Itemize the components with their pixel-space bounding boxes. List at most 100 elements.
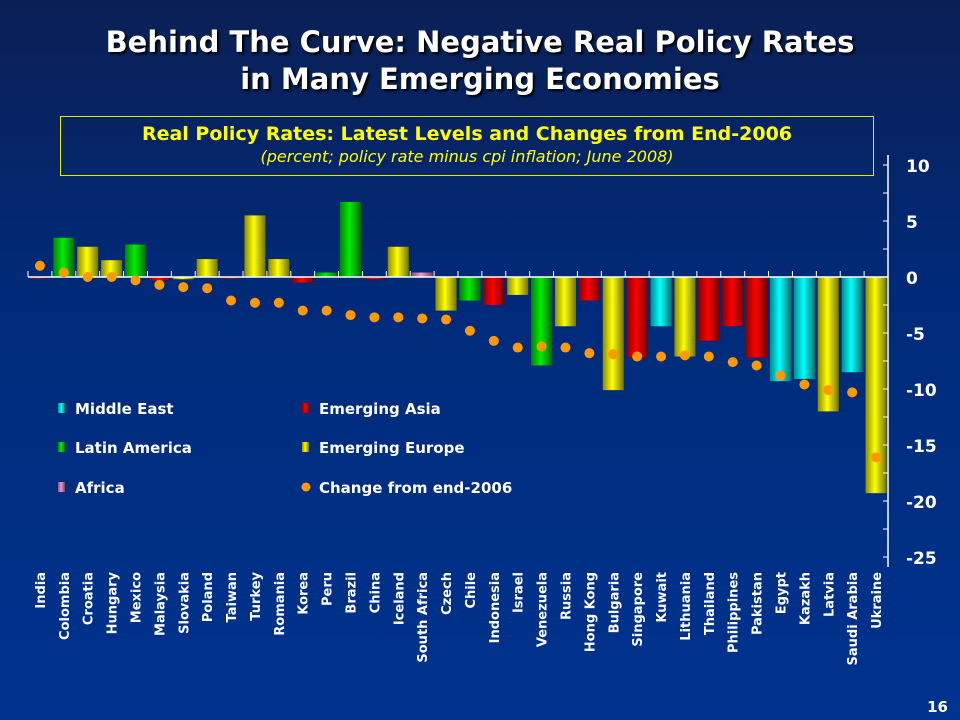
- change-dot-korea: [297, 305, 308, 316]
- change-dot-peru: [321, 305, 332, 316]
- legend-label: Emerging Asia: [319, 400, 441, 418]
- category-label: Ukraine: [870, 572, 885, 629]
- bar-ukraine: [865, 277, 887, 494]
- category-label: Pakistan: [751, 572, 766, 635]
- category-label: Venezuela: [536, 572, 551, 647]
- change-dot-czech: [441, 314, 452, 325]
- legend-label: Change from end-2006: [319, 479, 512, 497]
- bar-iceland: [387, 246, 409, 277]
- category-label: Indonesia: [488, 572, 503, 643]
- bar-bulgaria: [602, 277, 624, 391]
- change-dot-colombia: [58, 267, 69, 278]
- change-dot-pakistan: [751, 360, 762, 371]
- bar-malaysia: [148, 277, 170, 281]
- bar-hong-kong: [578, 277, 600, 301]
- change-dot-indonesia: [488, 335, 499, 346]
- y-tick-label: -5: [906, 325, 925, 345]
- bar-philippines: [722, 277, 744, 327]
- change-dot-kuwait: [656, 351, 667, 362]
- bar-kazakh: [793, 277, 815, 379]
- category-label: India: [34, 572, 49, 609]
- bar-indonesia: [483, 277, 505, 305]
- change-dot-romania: [273, 297, 284, 308]
- legend-label: Africa: [75, 479, 125, 497]
- slide-title-line1: Behind The Curve: Negative Real Policy R…: [105, 25, 855, 59]
- bar-venezuela: [531, 277, 553, 366]
- chart-title-box: Real Policy Rates: Latest Levels and Cha…: [60, 116, 874, 176]
- legend-marker: [58, 482, 65, 492]
- bar-thailand: [698, 277, 720, 341]
- category-label: Chile: [464, 572, 479, 609]
- change-dot-russia: [560, 342, 571, 353]
- category-label: Hong Kong: [583, 572, 598, 652]
- bar-turkey: [244, 215, 266, 277]
- change-dot-croatia: [82, 272, 93, 282]
- bar-colombia: [53, 237, 75, 277]
- category-label: Kuwait: [655, 572, 670, 623]
- category-label: South Africa: [416, 572, 431, 663]
- y-tick-label: -10: [906, 381, 937, 401]
- change-dot-iceland: [393, 312, 404, 323]
- change-dot-singapore: [632, 351, 643, 362]
- category-label: Malaysia: [153, 572, 168, 636]
- change-dot-slovakia: [178, 282, 189, 293]
- category-label: Korea: [297, 572, 312, 615]
- page-number: 16: [927, 698, 948, 716]
- change-dot-taiwan: [226, 295, 237, 306]
- y-tick-label: -20: [906, 493, 937, 513]
- category-label: Slovakia: [177, 572, 192, 634]
- change-dot-mexico: [130, 275, 141, 286]
- category-label: Saudi Arabia: [846, 572, 861, 665]
- bar-poland: [196, 259, 218, 277]
- change-dot-philippines: [727, 357, 738, 368]
- category-label: Croatia: [82, 572, 97, 625]
- category-label: Russia: [560, 572, 575, 620]
- category-label: Kazakh: [798, 572, 813, 625]
- y-tick-label: -25: [906, 549, 937, 569]
- bar-russia: [554, 277, 577, 327]
- bar-south-africa: [411, 272, 433, 277]
- y-tick-label: 5: [906, 213, 918, 233]
- category-label: Iceland: [392, 572, 407, 625]
- change-dot-latvia: [823, 385, 834, 396]
- change-dot-kazakh: [799, 379, 810, 390]
- y-tick-label: -15: [906, 437, 937, 457]
- category-label: Thailand: [703, 572, 718, 635]
- category-label: Bulgaria: [607, 572, 622, 633]
- category-label: Mexico: [130, 572, 145, 623]
- category-label: Hungary: [106, 571, 121, 634]
- bar-mexico: [124, 244, 147, 277]
- category-label: Taiwan: [225, 572, 240, 622]
- legend-marker: [302, 403, 309, 413]
- bar-chile: [459, 277, 481, 301]
- chart-subtitle: (percent; policy rate minus cpi inflatio…: [260, 147, 674, 166]
- category-label: Lithuania: [679, 572, 694, 641]
- change-dot-thailand: [703, 351, 714, 362]
- change-dot-hong-kong: [584, 348, 595, 359]
- change-dot-chile: [464, 325, 475, 336]
- bar-egypt: [769, 277, 792, 382]
- slide-title-line2: in Many Emerging Economies: [240, 62, 720, 96]
- legend-label: Emerging Europe: [319, 439, 465, 457]
- bar-korea: [292, 277, 314, 283]
- legend-label: Latin America: [75, 439, 192, 457]
- change-dot-israel: [512, 342, 523, 353]
- category-label: Israel: [512, 572, 527, 613]
- y-tick-label: 0: [906, 269, 918, 289]
- category-label: Czech: [440, 572, 455, 615]
- change-dot-malaysia: [154, 279, 165, 290]
- category-label: Singapore: [631, 572, 646, 647]
- bar-kuwait: [650, 277, 672, 327]
- change-dot-hungary: [106, 272, 117, 282]
- bar-lithuania: [674, 277, 696, 357]
- legend-marker: [301, 482, 311, 492]
- legend-marker: [58, 442, 65, 452]
- category-label: Turkey: [249, 571, 264, 620]
- bar-hungary: [101, 260, 123, 277]
- y-tick-label: 10: [906, 157, 930, 177]
- change-dot-india: [34, 260, 45, 271]
- bar-israel: [507, 277, 529, 295]
- change-dot-turkey: [249, 297, 260, 308]
- category-label: Latvia: [822, 572, 837, 617]
